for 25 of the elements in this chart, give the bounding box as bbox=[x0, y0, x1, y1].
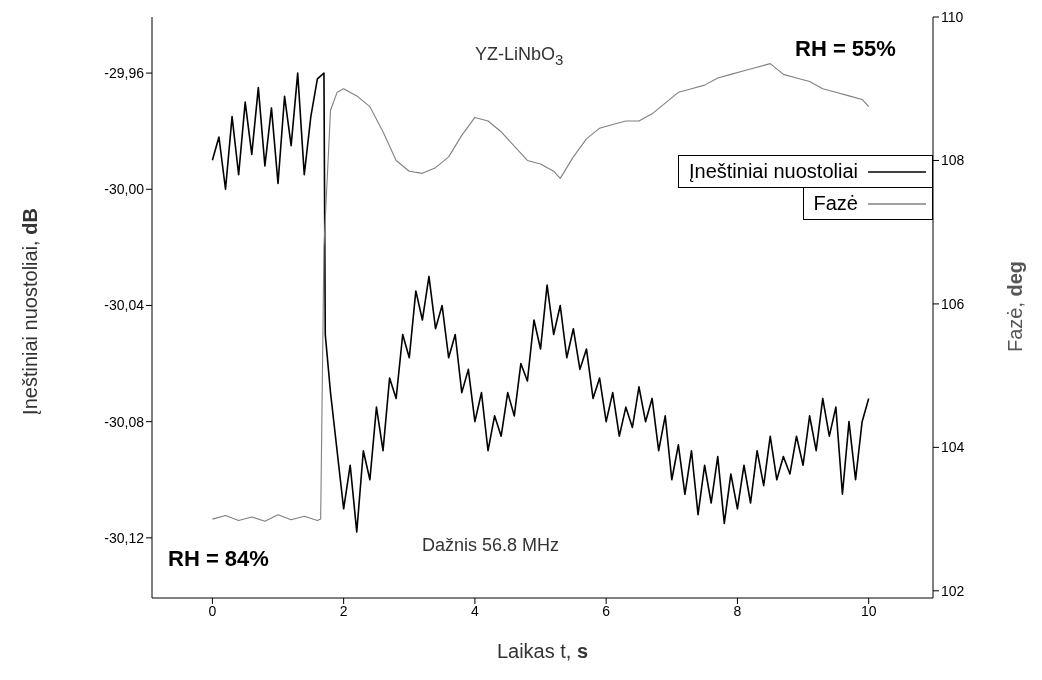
x-tick-label: 6 bbox=[602, 602, 611, 619]
x-axis-title: Laikas t, s bbox=[496, 640, 589, 662]
y-axis-title: Įneštiniai nuostoliai, dB bbox=[18, 208, 41, 415]
y2-tick-label: 102 bbox=[941, 582, 965, 599]
y2-tick-label: 104 bbox=[941, 439, 965, 456]
y-tick-label: -29,96 bbox=[104, 65, 145, 82]
annotation: RH = 55% bbox=[795, 36, 896, 61]
x-tick-label: 10 bbox=[860, 602, 877, 619]
x-tick-label: 8 bbox=[733, 602, 742, 619]
x-tick-label: 2 bbox=[339, 602, 348, 619]
y2-tick-label: 106 bbox=[941, 295, 965, 312]
legend-label: Fazė bbox=[813, 192, 858, 215]
y-tick-label: -30,04 bbox=[104, 297, 145, 314]
annotation: RH = 84% bbox=[168, 546, 269, 571]
y-tick-label: -30,08 bbox=[104, 413, 145, 430]
y2-axis-title: Fazė, deg bbox=[1003, 260, 1026, 353]
y2-tick-label: 110 bbox=[941, 8, 964, 25]
annotation: YZ-LiNbO$_{3}$ bbox=[475, 44, 564, 68]
annotation: Dažnis 56.8 MHz bbox=[422, 535, 560, 555]
legend-label: Įneštiniai nuostoliai bbox=[689, 160, 858, 183]
y2-tick-label: 108 bbox=[941, 152, 965, 169]
x-tick-label: 0 bbox=[208, 602, 217, 619]
y-tick-label: -30,00 bbox=[104, 181, 145, 198]
y-tick-label: -30,12 bbox=[104, 529, 145, 546]
x-tick-label: 4 bbox=[471, 602, 479, 619]
